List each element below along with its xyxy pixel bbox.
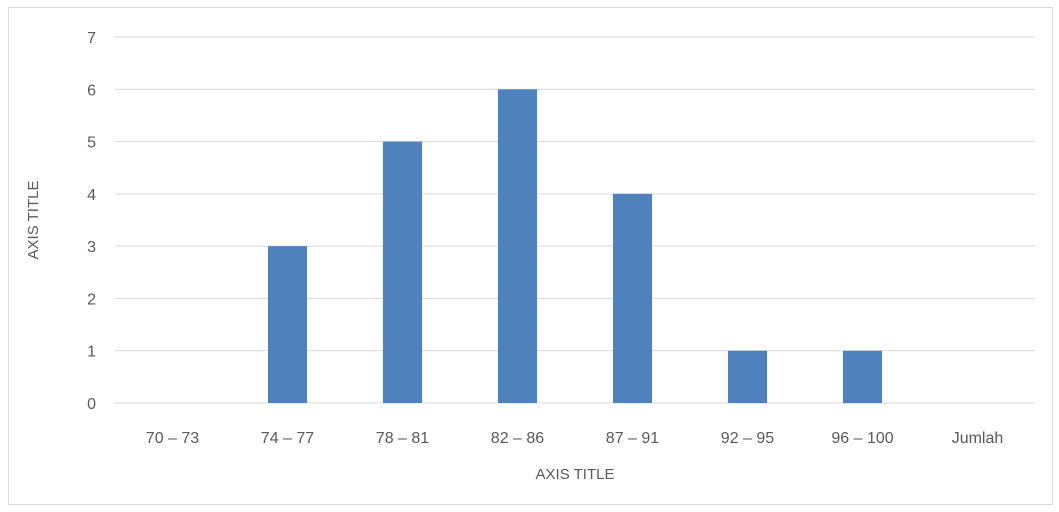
bar <box>497 89 538 404</box>
bar <box>842 350 883 403</box>
bars <box>267 89 883 404</box>
x-tick-label: 82 – 86 <box>491 430 544 447</box>
y-axis-ticks: 0 1 2 3 4 5 6 7 <box>87 30 96 413</box>
x-axis-ticks: 70 – 73 74 – 77 78 – 81 82 – 86 87 – 91 92 – … <box>146 430 1003 447</box>
x-tick-label: 74 – 77 <box>261 430 314 447</box>
y-tick-label: 7 <box>87 30 96 47</box>
bar <box>612 193 653 403</box>
y-tick-label: 3 <box>87 239 96 256</box>
x-axis-title: AXIS TITLE <box>536 466 615 483</box>
x-tick-label: 87 – 91 <box>606 430 659 447</box>
y-tick-label: 4 <box>87 187 96 204</box>
bar <box>267 246 308 403</box>
gridlines <box>115 36 1035 404</box>
bar <box>382 141 423 404</box>
y-tick-label: 6 <box>87 82 96 99</box>
x-tick-label: Jumlah <box>952 430 1004 447</box>
y-tick-label: 1 <box>87 344 96 361</box>
x-tick-label: 96 – 100 <box>831 430 893 447</box>
y-tick-label: 2 <box>87 291 96 308</box>
y-axis-title: AXIS TITLE <box>25 181 42 260</box>
y-tick-label: 0 <box>87 396 96 413</box>
x-tick-label: 78 – 81 <box>376 430 429 447</box>
bar <box>727 350 768 403</box>
x-tick-label: 92 – 95 <box>721 430 774 447</box>
x-tick-label: 70 – 73 <box>146 430 199 447</box>
y-tick-label: 5 <box>87 135 96 152</box>
